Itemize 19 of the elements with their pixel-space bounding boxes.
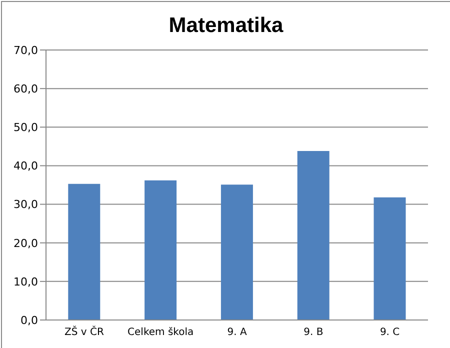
bar <box>144 180 177 320</box>
y-tick-label: 0,0 <box>20 314 38 327</box>
y-tick-label: 70,0 <box>14 44 38 57</box>
y-tick-label: 60,0 <box>14 82 38 96</box>
y-tick-label: 30,0 <box>14 198 38 212</box>
bar <box>220 184 253 320</box>
y-tick-label: 20,0 <box>14 236 38 250</box>
x-tick-label: 9. C <box>380 327 400 338</box>
chart-title: Matematika <box>168 14 284 39</box>
x-tick-label: 9. A <box>227 327 247 338</box>
x-tick-label: 9. B <box>304 327 324 338</box>
y-tick-label: 10,0 <box>14 275 38 288</box>
y-tick-label: 50,0 <box>14 121 38 134</box>
bar <box>374 197 406 320</box>
bar <box>297 151 330 320</box>
bar <box>68 184 100 320</box>
x-tick-label: Celkem škola <box>128 327 194 338</box>
y-tick-label: 40,0 <box>14 160 38 173</box>
x-tick-label: ZŠ v ČR <box>64 325 104 338</box>
